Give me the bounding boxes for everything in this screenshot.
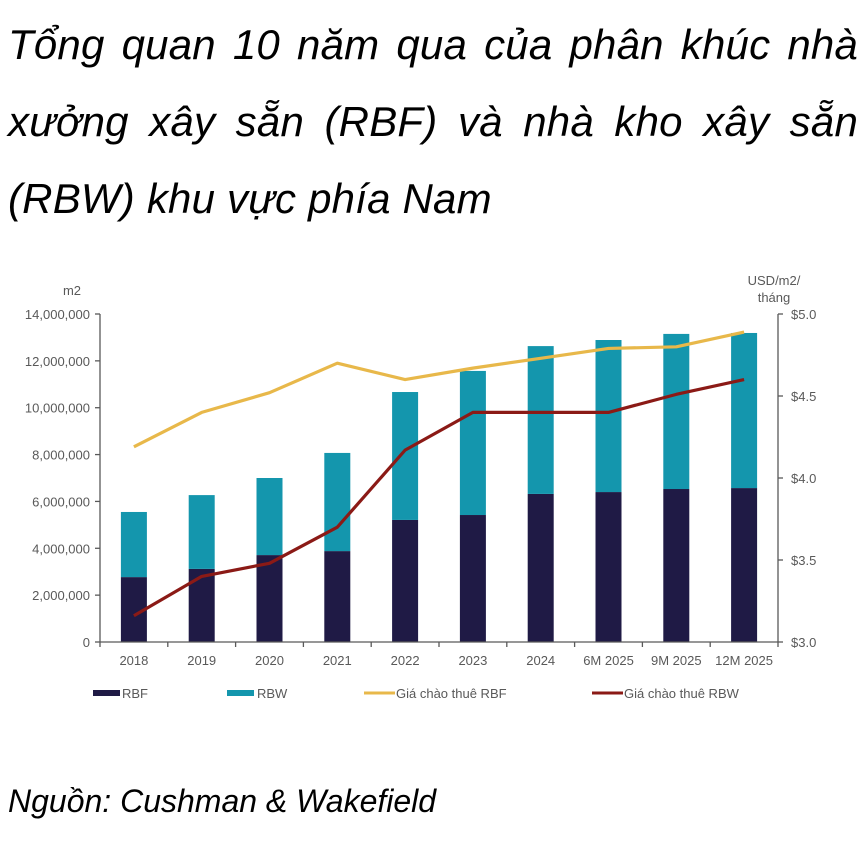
left-axis-tick-label: 4,000,000 xyxy=(32,541,90,556)
lines-layer xyxy=(133,330,745,618)
bar-rbf xyxy=(392,519,419,642)
left-axis-tick-label: 12,000,000 xyxy=(25,354,90,369)
bar-rbw xyxy=(595,340,622,493)
x-axis: 2018 2019 2020 2021 2022 2023 2024 6M 2025 9M 20… xyxy=(99,641,779,668)
bar-rbw xyxy=(527,346,554,494)
x-axis-tick-label: 2022 xyxy=(391,653,420,668)
right-axis: $3.0 $3.5 $4.0 $4.5 $5.0 xyxy=(777,307,816,650)
bar-rbw xyxy=(663,333,690,490)
bar-rbf xyxy=(459,515,486,642)
bar-rbf xyxy=(324,551,351,642)
x-axis-tick-label: 2018 xyxy=(119,653,148,668)
legend: RBF RBW Giá chào thuê RBF Giá chào thuê … xyxy=(93,686,740,701)
bar-rbw xyxy=(120,511,147,578)
legend-item-rbw: RBW xyxy=(227,686,288,701)
bar-rbf xyxy=(256,555,283,642)
left-axis-tick-label: 14,000,000 xyxy=(25,307,90,322)
legend-label-price-rbf: Giá chào thuê RBF xyxy=(396,686,507,701)
left-axis-tick-label: 0 xyxy=(83,635,90,650)
combo-chart: m2 USD/m2/ tháng 0 2,000,000 4,000,000 6,00… xyxy=(25,273,816,701)
right-axis-tick-label: $4.0 xyxy=(791,471,816,486)
legend-swatch-rbw xyxy=(227,690,254,696)
x-axis-tick-label: 9M 2025 xyxy=(651,653,702,668)
chart-title: Tổng quan 10 năm qua của phân khúc nhà x… xyxy=(8,21,858,222)
left-axis-tick-label: 2,000,000 xyxy=(32,588,90,603)
left-axis: 0 2,000,000 4,000,000 6,000,000 8,000,000 10,… xyxy=(25,307,101,650)
bar-rbw xyxy=(459,370,486,516)
right-axis-tick-label: $4.5 xyxy=(791,389,816,404)
legend-item-rbf: RBF xyxy=(93,686,148,701)
left-axis-title: m2 xyxy=(63,283,81,298)
bar-rbw xyxy=(256,478,283,556)
x-axis-tick-label: 2019 xyxy=(187,653,216,668)
x-axis-tick-label: 2023 xyxy=(458,653,487,668)
legend-label-price-rbw: Giá chào thuê RBW xyxy=(624,686,740,701)
legend-item-price-rbf: Giá chào thuê RBF xyxy=(364,686,507,701)
bar-rbf xyxy=(731,488,758,642)
bar-rbf xyxy=(663,489,690,642)
bar-rbw xyxy=(731,332,758,489)
x-axis-tick-label: 2024 xyxy=(526,653,555,668)
bars-layer xyxy=(120,332,758,642)
bar-rbw xyxy=(392,392,419,520)
x-axis-tick-label: 6M 2025 xyxy=(583,653,634,668)
legend-item-price-rbw: Giá chào thuê RBW xyxy=(592,686,740,701)
right-axis-title-line1: USD/m2/ xyxy=(748,273,801,288)
right-axis-tick-label: $5.0 xyxy=(791,307,816,322)
left-axis-tick-label: 10,000,000 xyxy=(25,401,90,416)
source-note: Nguồn: Cushman & Wakefield xyxy=(8,783,437,819)
bar-rbf xyxy=(527,493,554,642)
bar-rbw xyxy=(188,495,215,569)
right-axis-tick-label: $3.5 xyxy=(791,553,816,568)
x-axis-tick-label: 12M 2025 xyxy=(715,653,773,668)
legend-label-rbw: RBW xyxy=(257,686,288,701)
legend-label-rbf: RBF xyxy=(122,686,148,701)
bar-rbw xyxy=(324,452,351,552)
right-axis-title-line2: tháng xyxy=(758,290,791,305)
x-axis-tick-label: 2020 xyxy=(255,653,284,668)
left-axis-tick-label: 6,000,000 xyxy=(32,494,90,509)
x-axis-tick-label: 2021 xyxy=(323,653,352,668)
line-price-rbw xyxy=(133,378,745,618)
right-axis-tick-label: $3.0 xyxy=(791,635,816,650)
line-price-rbf xyxy=(133,330,745,449)
legend-swatch-rbf xyxy=(93,690,120,696)
bar-rbf xyxy=(595,492,622,642)
left-axis-tick-label: 8,000,000 xyxy=(32,448,90,463)
